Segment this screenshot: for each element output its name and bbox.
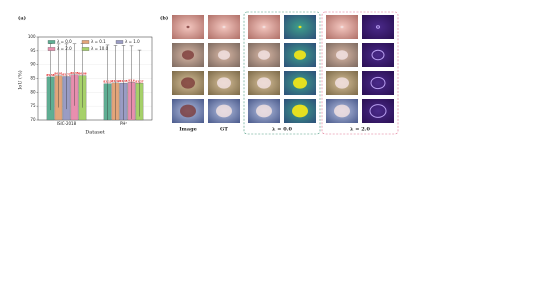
mask-overlay [257,77,271,89]
lesion [182,50,194,60]
y-tick-label: 90 [30,62,36,67]
edge-ring [370,76,386,90]
legend-label: λ = 0.0 [57,39,72,44]
lesion [180,104,196,118]
y-tick-label: 80 [30,89,36,94]
mask-overlay [335,77,349,89]
mask-overlay [258,50,270,60]
mask-overlay [218,50,230,60]
x-tick-label: PH² [120,121,127,126]
heat-region [294,50,306,60]
column-label: λ = 2.0 [350,127,370,133]
mask-overlay [222,25,226,29]
heat-region [293,77,307,89]
image-grid [172,11,399,135]
lesion [186,25,190,29]
value-label: 85.58 [46,73,54,77]
y-tick-label: 100 [28,34,36,39]
plot-frame [37,36,153,121]
panel-label: (b) [160,15,168,22]
group-box [243,11,321,135]
thumbnail [362,43,394,67]
y-tick-label: 85 [30,76,36,81]
legend-swatch [47,40,56,44]
legend-label: λ = 10.0 [91,46,109,51]
value-label: 83.42 [111,79,119,83]
legend-label: λ = 2.0 [57,46,72,51]
panel-label: (a) [18,15,26,22]
value-label: 86.06 [78,72,86,76]
legend-swatch [81,47,90,51]
mask-overlay [336,50,348,60]
value-label: 86.01 [54,72,62,76]
thumbnail [362,15,394,39]
heat-region [292,104,308,118]
heat-region [298,25,302,29]
column-label: GT [220,127,228,133]
legend-label: λ = 1.0 [125,39,140,44]
mask-overlay [256,104,272,118]
y-tick-label: 75 [30,103,36,108]
value-label: 83.27 [135,79,143,83]
edge-ring [371,49,385,61]
value-label: 83.35 [119,79,127,83]
x-tick-label: ISIC-2018 [57,121,77,126]
value-label: 83.13 [103,80,111,84]
y-tick-label: 95 [30,48,36,53]
mask-overlay [216,104,232,118]
value-label: 86.35 [70,71,78,75]
mask-overlay [340,25,344,29]
thumbnail [362,99,394,123]
lesion [181,77,195,89]
thumbnail [362,71,394,95]
y-axis-label: IoU (%) [17,70,24,89]
mask-overlay [217,77,231,89]
mask-overlay [262,25,266,29]
column-label: Image [179,127,197,133]
column-label: λ = 0.0 [272,127,292,133]
edge-ring [376,25,380,29]
value-label: 83.6 [128,78,135,82]
edge-ring [369,104,387,118]
x-axis-label: Dataset [85,130,105,136]
value-label: 85.72 [62,73,70,77]
legend-swatch [81,40,90,44]
legend-label: λ = 0.1 [91,39,106,44]
legend-swatch [115,40,124,44]
group-box [321,11,399,135]
legend-swatch [47,47,56,51]
y-tick-label: 70 [30,117,36,122]
mask-overlay [334,104,350,118]
